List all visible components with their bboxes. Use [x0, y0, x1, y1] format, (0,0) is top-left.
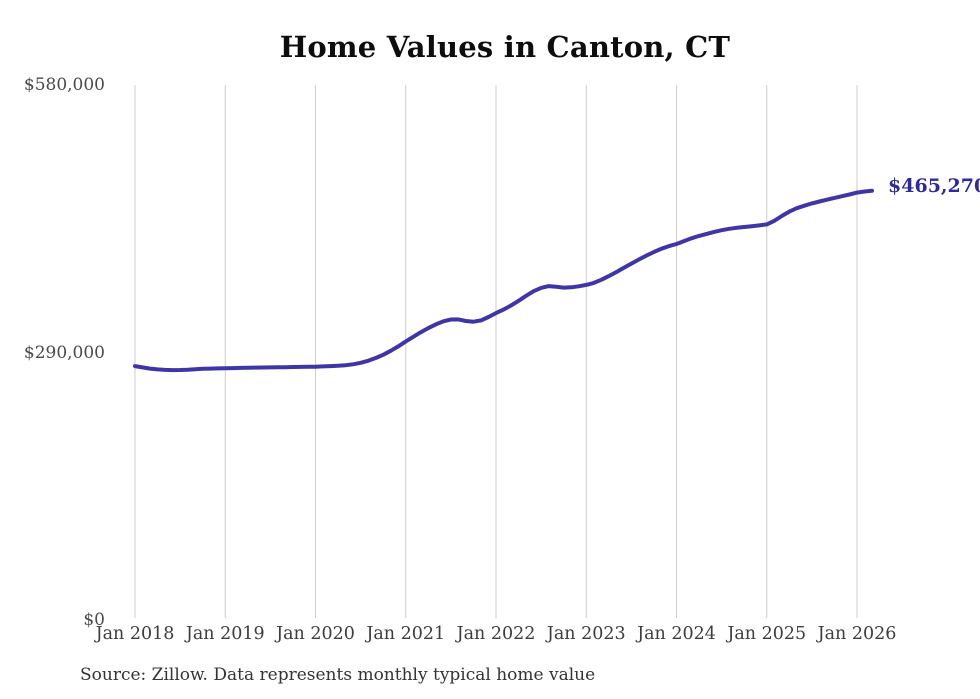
x-tick-label: Jan 2026	[817, 624, 897, 644]
chart-title: Home Values in Canton, CT	[279, 30, 731, 64]
source-note: Source: Zillow. Data represents monthly …	[80, 665, 596, 685]
x-tick-label: Jan 2024	[637, 624, 716, 644]
vertical-gridlines	[134, 85, 858, 618]
x-tick-label: Jan 2025	[727, 624, 807, 644]
y-tick-label: $580,000	[23, 75, 105, 95]
x-tick-label: Jan 2020	[276, 624, 355, 644]
x-tick-label: Jan 2019	[185, 624, 265, 644]
x-tick-label: Jan 2023	[546, 624, 626, 644]
x-tick-label: Jan 2018	[95, 624, 175, 644]
home-value-line	[133, 188, 874, 373]
latest-value-label: $465,270	[888, 174, 980, 197]
y-tick-label: $0	[83, 610, 105, 630]
x-tick-label: Jan 2022	[456, 624, 536, 644]
y-tick-label: $290,000	[23, 342, 105, 363]
x-tick-label: Jan 2021	[366, 624, 446, 644]
